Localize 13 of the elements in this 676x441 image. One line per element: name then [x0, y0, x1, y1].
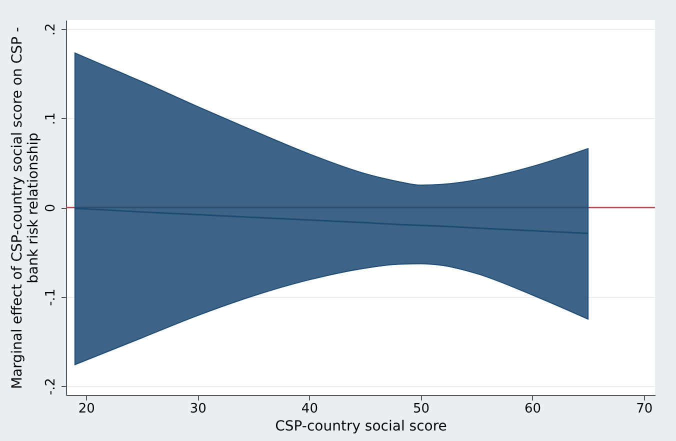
x-tick-label: 70 [636, 402, 653, 416]
y-tick-label: -.2 [44, 378, 58, 396]
x-tick-label: 50 [412, 402, 430, 416]
y-tick-label: .1 [44, 112, 58, 125]
x-tick-label: 60 [524, 402, 542, 416]
x-tick-label: 40 [301, 402, 318, 416]
y-axis-title: Marginal effect of CSP-country social score on CSP - bank risk relationship [10, 27, 42, 389]
y-tick-label: -.1 [44, 288, 58, 306]
y-tick-label: 0 [44, 204, 58, 212]
x-tick-label: 30 [190, 402, 206, 416]
x-axis-title: CSP-country social score [275, 418, 447, 434]
x-tick-label: 20 [78, 402, 95, 416]
y-tick-label: .2 [44, 23, 58, 36]
